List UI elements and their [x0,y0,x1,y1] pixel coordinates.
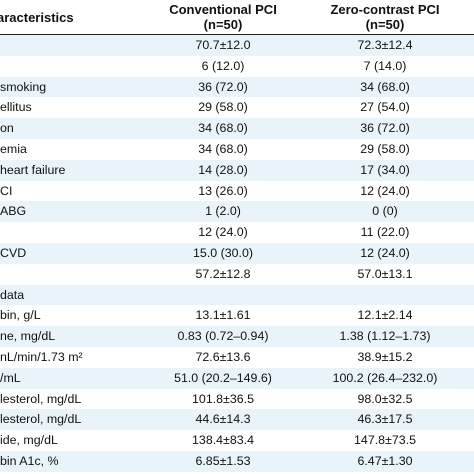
table-row: ABG 1 (2.0) 0 (0) [0,201,474,223]
table-row: 6 (12.0) 7 (14.0) [0,56,474,77]
conventional-pci-value: 13 (26.0) [198,183,248,198]
zero-contrast-pci-value: 12 (24.0) [360,183,410,198]
table-row: ellitus 29 (58.0) 27 (54.0) [0,97,474,118]
table-row: lesterol, mg/dL 44.6±14.3 46.3±17.5 [0,409,474,431]
zero-contrast-pci-value: 98.0±32.5 [357,391,413,406]
zero-contrast-pci-value: 7 (14.0) [363,58,407,73]
header-col1-title: Conventional PCI [169,2,277,17]
row-label: bin, g/L [0,308,41,323]
conventional-pci-value: 0.83 (0.72–0.94) [177,329,269,344]
zero-contrast-pci-value: 12 (24.0) [360,245,410,260]
table-row: lesterol, mg/dL 101.8±36.5 98.0±32.5 [0,389,474,410]
conventional-pci-value: 101.8±36.5 [192,391,254,406]
zero-contrast-pci-value: 38.9±15.2 [357,349,413,364]
table-row: emia 34 (68.0) 29 (58.0) [0,139,474,160]
zero-contrast-pci-value: 46.3±17.5 [357,412,413,427]
zero-contrast-pci-value: 72.3±12.4 [357,38,413,52]
zero-contrast-pci-value: 34 (68.0) [360,79,410,94]
row-label: lesterol, mg/dL [0,412,82,427]
conventional-pci-value: 14 (28.0) [198,162,248,177]
zero-contrast-pci-value: 100.2 (26.4–232.0) [332,370,438,385]
table-row: ide, mg/dL 138.4±83.4 147.8±73.5 [0,430,474,451]
row-label: ne, mg/dL [0,329,56,344]
table-row: CI 13 (26.0) 12 (24.0) [0,181,474,202]
zero-contrast-pci-value: 1.38 (1.12–1.73) [339,329,431,344]
row-label: ide, mg/dL [0,433,58,448]
zero-contrast-pci-value: 6.47±1.30 [357,453,413,468]
table-row: 12 (24.0) 11 (22.0) [0,222,474,243]
conventional-pci-value: 57.2±12.8 [195,266,251,281]
table-header: aracteristics Conventional PCI (n=50) Ze… [0,0,474,34]
zero-contrast-pci-value: 36 (72.0) [360,121,410,136]
table-row: bin, g/L 13.1±1.61 12.1±2.14 [0,305,474,326]
conventional-pci-value: 51.0 (20.2–149.6) [174,370,272,385]
row-label: lesterol, mg/dL [0,391,82,406]
table-row: heart failure 14 (28.0) 17 (34.0) [0,159,474,181]
table-row: on 34 (68.0) 36 (72.0) [0,118,474,139]
zero-contrast-pci-value: 57.0±13.1 [357,266,413,281]
row-label: ellitus [0,100,32,115]
header-col2-n: (n=50) [365,17,405,32]
row-label: ABG [0,204,27,219]
conventional-pci-value: 72.6±13.6 [195,349,251,364]
conventional-pci-value: 44.6±14.3 [195,412,251,427]
table-row: smoking 36 (72.0) 34 (68.0) [0,76,474,98]
table-row: bin A1c, % 6.85±1.53 6.47±1.30 [0,450,474,472]
conventional-pci-value: 36 (72.0) [198,79,248,94]
zero-contrast-pci-value: 12.1±2.14 [357,308,413,323]
zero-contrast-pci-value: 147.8±73.5 [354,433,416,448]
row-label: CVD [0,245,27,260]
table-body: 70.7±12.0 72.3±12.4 6 (12.0) 7 (14.0) smokin… [0,35,474,474]
table-row: /mL 51.0 (20.2–149.6) 100.2 (26.4–232.0) [0,367,474,389]
row-label: nL/min/1.73 m² [0,349,83,364]
conventional-pci-value: 15.0 (30.0) [193,245,253,260]
conventional-pci-value: 12 (24.0) [198,225,248,240]
conventional-pci-value: 34 (68.0) [198,121,248,136]
header-conventional-pci: Conventional PCI (n=50) [148,2,298,32]
conventional-pci-value: 29 (58.0) [198,100,248,115]
header-characteristics: aracteristics [0,10,74,25]
header-rule [0,34,474,35]
row-label: heart failure [0,162,66,177]
zero-contrast-pci-value: 0 (0) [372,204,398,219]
zero-contrast-pci-value: 17 (34.0) [360,162,410,177]
conventional-pci-value: 6 (12.0) [201,58,245,73]
zero-contrast-pci-value: 27 (54.0) [360,100,410,115]
conventional-pci-value: 34 (68.0) [198,141,248,156]
conventional-pci-value: 6.85±1.53 [195,453,251,468]
header-col2-title: Zero-contrast PCI [330,2,440,17]
header-zero-contrast-pci: Zero-contrast PCI (n=50) [302,2,468,32]
header-col1-n: (n=50) [203,17,243,32]
table-row: ne, mg/dL 0.83 (0.72–0.94) 1.38 (1.12–1.73… [0,326,474,347]
zero-contrast-pci-value: 29 (58.0) [360,141,410,156]
table-row: nL/min/1.73 m² 72.6±13.6 38.9±15.2 [0,347,474,368]
row-label: /mL [0,370,21,385]
row-label: on [0,121,14,136]
conventional-pci-value: 1 (2.0) [205,204,241,219]
row-label: emia [0,141,27,156]
conventional-pci-value: 70.7±12.0 [195,38,251,52]
conventional-pci-value: 138.4±83.4 [192,433,254,448]
row-label: CI [0,183,13,198]
table-row: 57.2±12.8 57.0±13.1 [0,264,474,285]
row-label: data [0,287,25,302]
conventional-pci-value: 13.1±1.61 [195,308,251,323]
zero-contrast-pci-value: 11 (22.0) [360,225,410,240]
row-label: bin A1c, % [0,453,59,468]
row-label: smoking [0,79,47,94]
table-row: CVD 15.0 (30.0) 12 (24.0) [0,242,474,264]
table-row: 70.7±12.0 72.3±12.4 [0,35,474,56]
table-row: data [0,284,474,306]
